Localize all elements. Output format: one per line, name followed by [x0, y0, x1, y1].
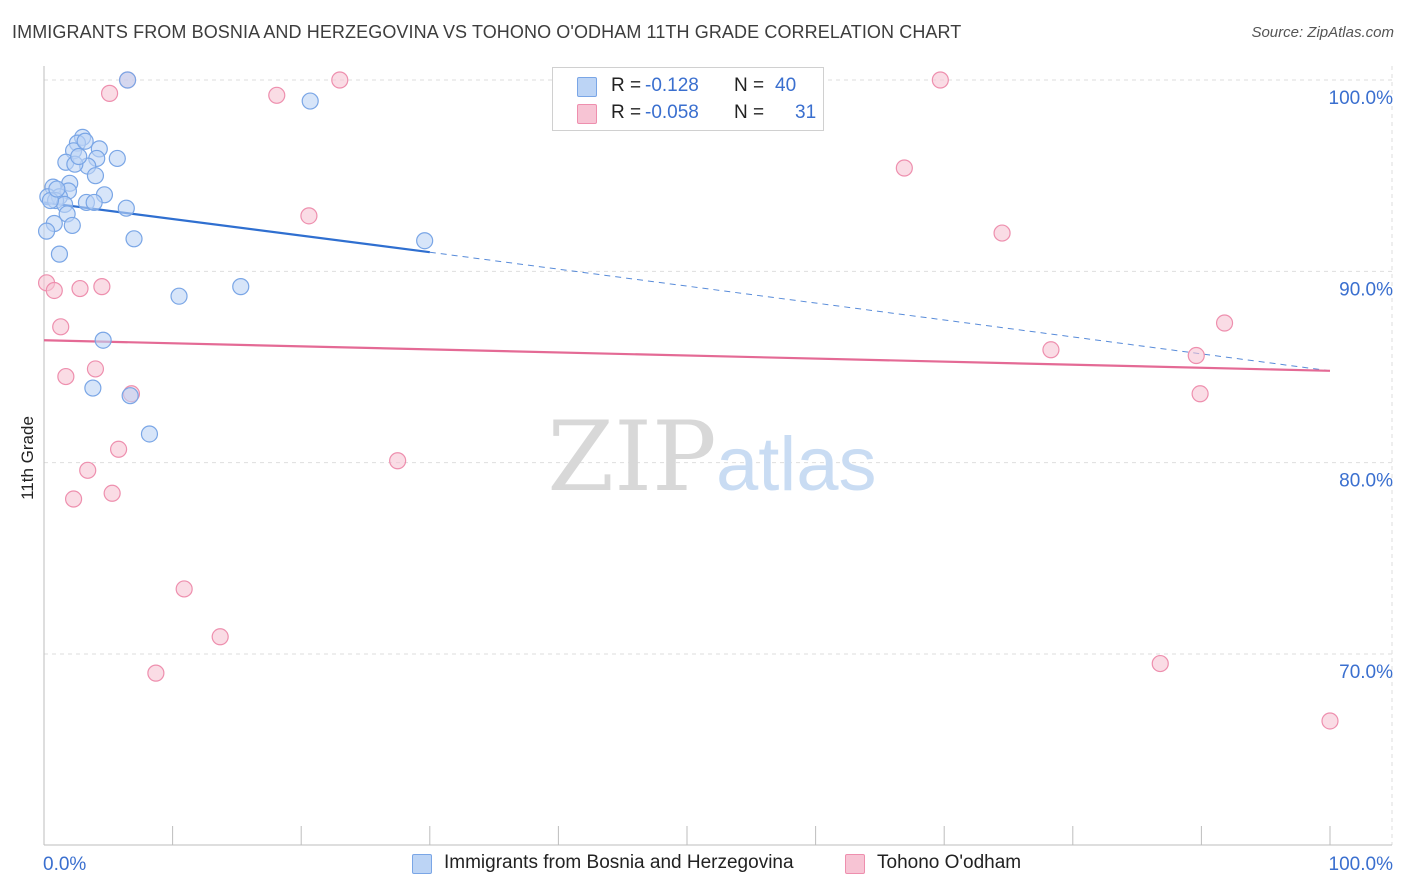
- legend-swatch-blue: [577, 77, 597, 97]
- data-point-pink: [1321, 712, 1339, 730]
- data-point-pink: [109, 440, 128, 458]
- data-point-pink: [331, 71, 349, 89]
- y-tick-label: 80.0%: [1339, 471, 1393, 492]
- data-point-blue: [85, 193, 103, 212]
- data-point-pink: [931, 71, 949, 89]
- trend-line-blue: [43, 201, 430, 254]
- data-point-pink: [71, 279, 89, 298]
- data-point-pink: [895, 159, 913, 177]
- bottom-legend-label: Tohono O'odham: [877, 852, 1022, 873]
- data-point-pink: [86, 360, 105, 378]
- data-point-blue: [232, 278, 250, 296]
- data-point-blue: [416, 232, 434, 250]
- data-point-pink: [52, 318, 70, 336]
- bottom-legend-swatch-pink: [845, 854, 865, 874]
- data-point-pink: [64, 490, 83, 508]
- legend-r-label: R =: [611, 75, 642, 96]
- legend-r-value: -0.128: [645, 75, 699, 96]
- trend-line-blue-extension: [429, 251, 1331, 372]
- data-point-blue: [125, 230, 143, 248]
- data-point-pink: [79, 461, 97, 479]
- source-label: Source: ZipAtlas.com: [1251, 24, 1394, 41]
- legend-n-label: N =: [734, 75, 765, 96]
- data-point-pink: [211, 628, 229, 646]
- data-point-blue: [76, 132, 94, 150]
- data-point-blue: [50, 245, 69, 263]
- data-point-blue: [63, 216, 81, 235]
- axes: [43, 66, 1392, 846]
- data-point-blue: [117, 199, 135, 217]
- data-point-pink: [300, 207, 318, 225]
- watermark: ZIP atlas: [547, 401, 876, 513]
- bottom-legend-swatch-blue: [412, 854, 432, 874]
- data-point-pink: [993, 224, 1011, 242]
- data-point-blue: [140, 425, 159, 443]
- trend-lines: [43, 201, 1331, 372]
- legend-n-value: 40: [775, 75, 797, 96]
- legend-n-value: 31: [795, 102, 817, 123]
- data-point-pink: [268, 86, 286, 104]
- data-point-blue: [121, 387, 139, 405]
- legend-r-label: R =: [611, 102, 642, 123]
- legend-r-value: -0.058: [645, 102, 699, 123]
- legend-swatch-pink: [577, 104, 597, 124]
- data-point-blue: [48, 180, 66, 198]
- data-point-blue: [37, 222, 56, 240]
- data-point-blue: [86, 167, 105, 185]
- data-points: [37, 71, 1339, 730]
- data-point-pink: [1215, 314, 1234, 332]
- y-tick-label: 100.0%: [1329, 88, 1394, 109]
- watermark-atlas: atlas: [716, 422, 877, 507]
- data-point-blue: [84, 379, 102, 397]
- data-point-blue: [94, 331, 112, 349]
- data-point-blue: [170, 287, 188, 305]
- x-tick-label: 0.0%: [43, 854, 86, 875]
- data-point-pink: [57, 367, 75, 386]
- data-point-pink: [100, 84, 119, 102]
- data-point-pink: [1191, 385, 1209, 403]
- data-point-pink: [175, 580, 193, 598]
- x-tick-label: 100.0%: [1329, 854, 1394, 875]
- data-point-pink: [103, 484, 121, 502]
- data-point-blue: [108, 149, 126, 168]
- data-point-pink: [45, 281, 63, 300]
- tick-labels: 70.0% 80.0% 90.0% 100.0% 0.0% 100.0%: [43, 88, 1393, 875]
- data-point-pink: [1151, 654, 1169, 673]
- data-point-pink: [1042, 341, 1060, 359]
- grid-lines: [44, 66, 1393, 845]
- trend-line-pink: [43, 339, 1331, 372]
- watermark-zip: ZIP: [547, 401, 716, 513]
- data-point-pink: [389, 452, 407, 470]
- data-point-blue: [70, 147, 88, 166]
- bottom-legend-label: Immigrants from Bosnia and Herzegovina: [444, 852, 794, 873]
- data-point-blue: [301, 92, 319, 110]
- stats-legend: R = -0.128 N = 40 R = -0.058 N = 31: [552, 67, 824, 131]
- y-tick-label: 70.0%: [1339, 662, 1393, 683]
- data-point-pink: [1187, 346, 1205, 365]
- data-point-pink: [93, 278, 111, 296]
- chart-title: IMMIGRANTS FROM BOSNIA AND HERZEGOVINA V…: [12, 22, 962, 42]
- legend-n-label: N =: [734, 102, 765, 123]
- y-tick-label: 90.0%: [1339, 279, 1393, 300]
- data-point-pink: [147, 664, 165, 682]
- data-point-blue: [118, 71, 137, 89]
